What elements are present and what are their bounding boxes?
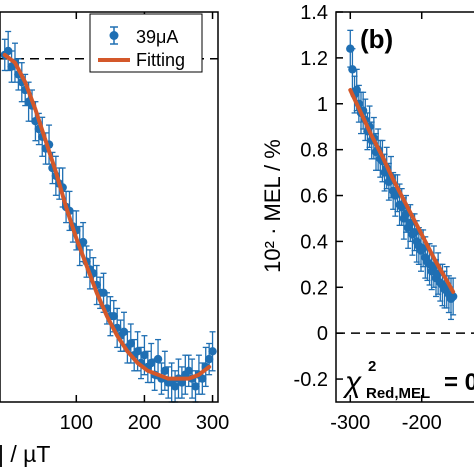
panel-a-marker bbox=[184, 366, 193, 375]
panel-a-x-tick-label: 300 bbox=[196, 412, 229, 434]
panel-a-marker bbox=[109, 312, 118, 321]
panel-b-y-tick-label: 1.4 bbox=[300, 2, 328, 24]
chi-value: = 0 bbox=[444, 369, 474, 396]
panel-a-x-ticks: 100 200 300 bbox=[60, 12, 229, 434]
panel-b-plot-area bbox=[336, 29, 474, 334]
panel-a-marker bbox=[140, 351, 149, 360]
panel-b-marker bbox=[348, 65, 357, 74]
panel-a-marker bbox=[99, 288, 108, 297]
panel-b-y-tick-label: 0.6 bbox=[300, 186, 328, 208]
panel-b-y-tick-label: 1.2 bbox=[300, 48, 328, 70]
panel-a-marker bbox=[78, 237, 88, 247]
panel-a-fit-line bbox=[2, 52, 212, 381]
panel-b: -300 -200 -0.2 0 0.2 0.4 0.6 0.8 1 1.2 1.4 (b) 10²… bbox=[260, 2, 474, 434]
legend-box bbox=[89, 13, 203, 73]
panel-a-data-point bbox=[208, 331, 217, 372]
panel-b-x-tick-label: -200 bbox=[402, 412, 442, 434]
panel-a-marker bbox=[191, 382, 200, 391]
panel-b-x-tick-label: -300 bbox=[330, 412, 370, 434]
panel-a: 100 200 300 | / µT 39μA Fitting bbox=[0, 11, 229, 467]
panel-b-y-tick-label: 1 bbox=[317, 94, 328, 116]
panel-b-y-tick-label: 0.2 bbox=[300, 277, 328, 299]
panel-b-fit-line bbox=[348, 88, 456, 294]
panel-a-marker bbox=[3, 46, 13, 56]
panel-a-data-point bbox=[170, 370, 180, 403]
panel-a-x-tick-label: 200 bbox=[128, 412, 161, 434]
panel-a-marker bbox=[126, 339, 135, 348]
panel-a-x-axis-label: | / µT bbox=[0, 441, 50, 467]
panel-b-axes-frame bbox=[335, 11, 474, 403]
panel-a-marker bbox=[119, 327, 129, 336]
panel-b-y-tick-label: 0 bbox=[317, 323, 328, 345]
panel-a-marker bbox=[133, 347, 142, 356]
panel-b-data-point bbox=[448, 277, 458, 316]
panel-a-data-point bbox=[160, 350, 170, 391]
panel-a-marker bbox=[204, 354, 214, 364]
panel-b-y-tick-label: 0.8 bbox=[300, 140, 328, 162]
panel-b-y-tick-label: -0.2 bbox=[294, 369, 328, 391]
panel-b-y-tick-label: 0.4 bbox=[300, 231, 328, 253]
chi-superscript: 2 bbox=[368, 358, 376, 375]
panel-b-y-axis-label: 10² · MEL / % bbox=[260, 139, 285, 273]
panel-a-marker bbox=[170, 382, 180, 391]
panel-a-marker bbox=[147, 358, 156, 368]
legend-label-fitting: Fitting bbox=[136, 50, 185, 70]
panel-b-label: (b) bbox=[360, 24, 393, 54]
panel-b-ticks: -300 -200 -0.2 0 0.2 0.4 0.6 0.8 1 1.2 1.4 bbox=[294, 2, 442, 434]
panel-a-marker bbox=[198, 374, 207, 383]
panel-a-axes-frame bbox=[0, 11, 219, 403]
panel-a-marker bbox=[208, 347, 217, 356]
panel-a-data-point bbox=[204, 342, 214, 376]
legend-marker-icon bbox=[109, 26, 119, 45]
panel-b-marker bbox=[448, 292, 458, 301]
panel-a-data-point bbox=[184, 354, 193, 388]
panel-a-x-tick-label: 100 bbox=[60, 412, 93, 434]
panel-a-plot-area bbox=[0, 30, 218, 403]
legend-label-series: 39μA bbox=[136, 27, 178, 47]
chi-subscript: Red,MEL bbox=[366, 385, 430, 402]
legend: 39μA Fitting bbox=[89, 13, 203, 73]
panel-a-marker bbox=[153, 354, 163, 364]
panel-a-marker bbox=[160, 366, 170, 375]
chi-symbol: χ bbox=[342, 366, 362, 399]
chi-square-annotation: χ 2 Red,MEL = 0 bbox=[342, 358, 474, 402]
